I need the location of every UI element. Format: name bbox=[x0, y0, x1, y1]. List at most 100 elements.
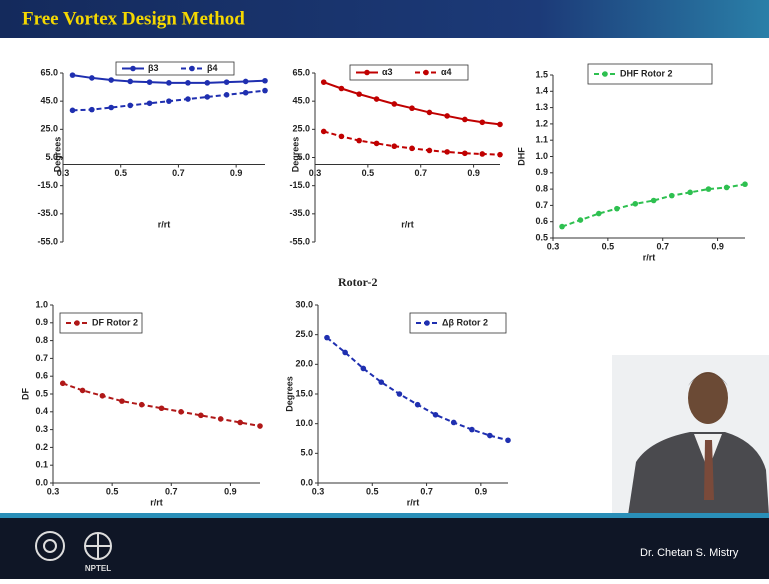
footer-stripe bbox=[0, 513, 769, 518]
data-point bbox=[243, 79, 249, 85]
data-point bbox=[409, 146, 415, 152]
data-point bbox=[147, 100, 153, 106]
y-tick-label: 25.0 bbox=[295, 329, 313, 339]
y-tick-label: 0.7 bbox=[535, 200, 548, 210]
y-tick-label: 1.0 bbox=[35, 299, 48, 309]
x-tick-label: 0.9 bbox=[475, 486, 488, 496]
legend-label: DHF Rotor 2 bbox=[620, 68, 673, 78]
data-point bbox=[108, 77, 114, 83]
data-point bbox=[80, 388, 86, 394]
legend-label: α3 bbox=[382, 67, 393, 77]
x-axis-title: r/rt bbox=[407, 497, 420, 507]
x-axis-title: r/rt bbox=[401, 219, 414, 229]
x-tick-label: 0.5 bbox=[114, 168, 127, 178]
data-point bbox=[487, 433, 493, 439]
data-point bbox=[462, 117, 468, 123]
data-point bbox=[321, 129, 327, 135]
y-tick-label: 1.1 bbox=[535, 135, 548, 145]
y-tick-label: 0.4 bbox=[35, 406, 48, 416]
data-point bbox=[218, 416, 224, 422]
data-point bbox=[89, 75, 95, 81]
y-tick-label: 30.0 bbox=[295, 299, 313, 309]
legend-marker bbox=[602, 71, 608, 77]
legend-label: β4 bbox=[207, 63, 218, 73]
data-point bbox=[356, 138, 362, 144]
data-point bbox=[147, 79, 153, 85]
y-tick-label: 0.9 bbox=[535, 167, 548, 177]
data-point bbox=[119, 398, 125, 404]
x-tick-label: 0.9 bbox=[224, 486, 237, 496]
data-point bbox=[262, 78, 268, 84]
data-point bbox=[497, 122, 503, 128]
legend-label: Δβ Rotor 2 bbox=[442, 317, 488, 327]
data-point bbox=[706, 186, 712, 192]
data-point bbox=[185, 96, 191, 102]
data-point bbox=[70, 108, 76, 114]
y-tick-label: -35.0 bbox=[37, 208, 58, 218]
y-axis-title: Degrees bbox=[284, 376, 294, 412]
data-point bbox=[374, 96, 380, 102]
data-point bbox=[178, 409, 184, 415]
y-tick-label: 1.2 bbox=[535, 118, 548, 128]
x-tick-label: 0.7 bbox=[656, 241, 669, 251]
x-tick-label: 0.9 bbox=[467, 168, 480, 178]
y-tick-label: -35.0 bbox=[289, 208, 310, 218]
data-point bbox=[342, 350, 348, 356]
y-tick-label: 45.0 bbox=[292, 96, 310, 106]
data-point bbox=[166, 98, 172, 104]
data-point bbox=[469, 427, 475, 433]
x-axis-title: r/rt bbox=[150, 497, 163, 507]
x-tick-label: 0.5 bbox=[366, 486, 379, 496]
y-tick-label: 25.0 bbox=[40, 124, 58, 134]
y-tick-label: -15.0 bbox=[37, 180, 58, 190]
data-point bbox=[479, 151, 485, 157]
legend-label: β3 bbox=[148, 63, 159, 73]
data-point bbox=[578, 217, 584, 223]
x-tick-label: 0.9 bbox=[711, 241, 724, 251]
y-tick-label: -55.0 bbox=[289, 236, 310, 246]
data-point bbox=[262, 88, 268, 94]
data-point bbox=[391, 101, 397, 107]
data-point bbox=[433, 412, 439, 418]
y-axis-title: DHF bbox=[516, 147, 526, 166]
data-point bbox=[159, 405, 165, 411]
y-tick-label: 1.3 bbox=[535, 102, 548, 112]
data-point bbox=[614, 206, 620, 212]
data-point bbox=[596, 211, 602, 217]
data-point bbox=[451, 420, 457, 426]
data-point bbox=[339, 134, 345, 140]
data-point bbox=[166, 80, 172, 86]
data-point bbox=[632, 201, 638, 207]
x-axis-title: r/rt bbox=[643, 252, 656, 262]
data-point bbox=[479, 119, 485, 125]
y-tick-label: 0.9 bbox=[35, 317, 48, 327]
data-point bbox=[127, 79, 133, 85]
data-point bbox=[361, 366, 367, 372]
slide-title: Free Vortex Design Method bbox=[22, 8, 245, 29]
x-tick-label: 0.9 bbox=[230, 168, 243, 178]
y-tick-label: -55.0 bbox=[37, 236, 58, 246]
x-tick-label: 0.3 bbox=[547, 241, 560, 251]
data-point bbox=[378, 379, 384, 385]
data-point bbox=[198, 413, 204, 419]
data-point bbox=[427, 148, 433, 154]
y-tick-label: 10.0 bbox=[295, 418, 313, 428]
presenter-name: Dr. Chetan S. Mistry bbox=[640, 547, 739, 559]
data-point bbox=[724, 185, 730, 191]
x-tick-label: 0.3 bbox=[312, 486, 325, 496]
data-point bbox=[204, 80, 210, 86]
presenter-photo bbox=[612, 355, 769, 515]
data-point bbox=[127, 103, 133, 109]
data-point bbox=[321, 79, 327, 85]
x-tick-label: 0.3 bbox=[309, 168, 322, 178]
data-point bbox=[257, 423, 263, 429]
y-tick-label: 0.5 bbox=[35, 388, 48, 398]
data-point bbox=[374, 141, 380, 147]
legend-marker bbox=[423, 70, 429, 76]
y-tick-label: 65.0 bbox=[292, 67, 310, 77]
legend-label: DF Rotor 2 bbox=[92, 317, 138, 327]
data-point bbox=[669, 193, 675, 199]
y-tick-label: 45.0 bbox=[40, 96, 58, 106]
data-point bbox=[391, 143, 397, 149]
y-tick-label: 5.0 bbox=[300, 448, 313, 458]
